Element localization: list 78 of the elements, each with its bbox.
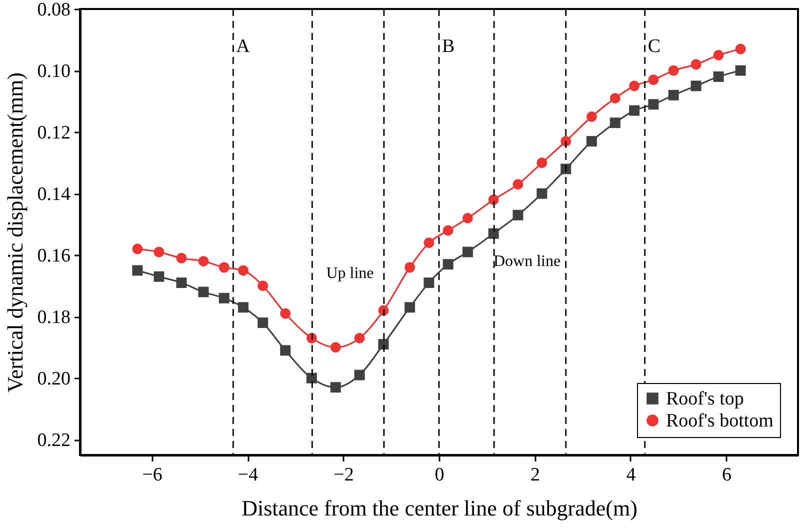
- point: [713, 71, 724, 82]
- point: [610, 118, 620, 128]
- point: [668, 65, 679, 76]
- point: [536, 188, 548, 199]
- ref-line-label: B: [442, 36, 455, 57]
- point: [306, 372, 317, 384]
- x-tick-label: 0: [434, 464, 444, 486]
- point: [132, 244, 143, 254]
- point: [132, 265, 143, 276]
- y-tick-label: 0.14: [37, 184, 71, 206]
- annotation: Down line: [493, 253, 561, 270]
- x-tick-label: 4: [626, 464, 636, 486]
- point: [280, 345, 291, 356]
- point: [354, 370, 365, 380]
- point: [404, 262, 416, 273]
- y-tick-label: 0.10: [37, 61, 70, 82]
- point: [512, 210, 524, 220]
- point: [586, 136, 597, 147]
- point: [404, 302, 416, 313]
- point: [536, 158, 548, 168]
- ref-line-label: A: [236, 36, 250, 57]
- point: [218, 292, 230, 304]
- x-tick-label: 6: [722, 464, 732, 486]
- point: [610, 92, 620, 104]
- ref-line-label: C: [648, 36, 661, 57]
- point: [330, 382, 341, 393]
- y-tick-label: 0.18: [37, 307, 70, 328]
- point: [512, 179, 524, 190]
- point: [648, 74, 659, 85]
- point: [690, 59, 702, 70]
- point: [354, 332, 365, 344]
- y-axis-title: Vertical dynamic displacement(mm): [2, 72, 28, 393]
- point: [238, 302, 248, 313]
- point: [586, 111, 597, 122]
- point: [488, 194, 499, 205]
- point: [378, 305, 389, 316]
- point: [488, 228, 499, 239]
- point: [690, 80, 702, 92]
- point: [713, 50, 724, 60]
- point: [198, 286, 209, 298]
- point: [462, 246, 473, 258]
- point: [154, 271, 164, 282]
- point: [238, 265, 248, 276]
- point: [258, 317, 268, 328]
- y-tick-label: 0.22: [37, 430, 70, 452]
- point: [198, 256, 209, 266]
- point: [560, 164, 572, 174]
- point: [330, 342, 341, 353]
- x-tick-label: −2: [334, 464, 354, 486]
- point: [154, 246, 164, 258]
- point: [629, 105, 640, 116]
- point: [378, 339, 389, 350]
- point: [442, 225, 454, 236]
- y-tick-label: 0.12: [37, 122, 70, 144]
- point: [176, 252, 187, 264]
- x-axis-title: Distance from the center line of subgrade(m): [242, 496, 638, 520]
- x-tick-label: −6: [142, 464, 162, 486]
- y-tick-label: 0.20: [37, 368, 70, 390]
- point: [218, 262, 230, 273]
- point: [735, 44, 746, 54]
- point: [462, 212, 473, 224]
- y-tick-label: 0.08: [37, 0, 70, 20]
- point: [258, 280, 268, 292]
- y-tick-label: 0.16: [37, 246, 70, 267]
- point: [735, 65, 746, 76]
- point: [629, 80, 640, 92]
- x-tick-label: −4: [238, 464, 259, 486]
- legend-label: Roof's top: [666, 388, 744, 410]
- point: [280, 308, 291, 319]
- point: [442, 259, 454, 270]
- annotation: Up line: [326, 265, 374, 282]
- point: [648, 99, 659, 110]
- point: [176, 278, 187, 288]
- point: [424, 278, 434, 288]
- x-tick-label: 2: [530, 464, 540, 486]
- point: [668, 90, 679, 100]
- point: [424, 238, 434, 248]
- legend-label: Roof's bottom: [666, 410, 774, 432]
